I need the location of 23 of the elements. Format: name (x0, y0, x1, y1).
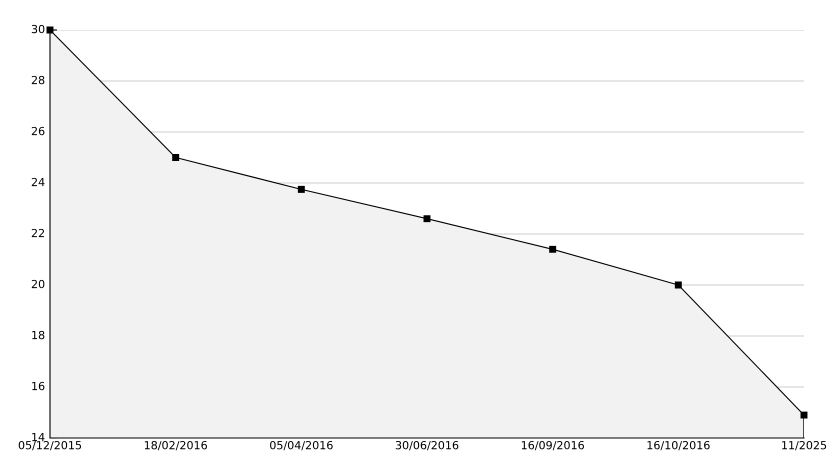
y-tick-label: 28 (32, 76, 44, 84)
point (46, 26, 54, 34)
y-tick-label: 16 (32, 382, 44, 390)
x-tick-label: 11/2025 (782, 440, 826, 450)
point (800, 412, 808, 419)
x-tick-label: 18/02/2016 (144, 440, 207, 450)
x-tick-label: 05/04/2016 (270, 440, 333, 450)
y-tick-label: 22 (32, 228, 44, 238)
point (172, 154, 180, 161)
y-tick-label: 30 (32, 24, 44, 34)
x-tick-label: 16/09/2016 (522, 440, 584, 450)
y-tick-label: 14 (32, 432, 45, 442)
y-tick-label: 18 (32, 330, 44, 340)
y-tick-label: 20 (32, 280, 44, 288)
point (424, 215, 430, 222)
point (298, 186, 305, 193)
x-tick-label: 05/12/2015 (18, 440, 82, 450)
x-tick-label: 16/10/2016 (648, 440, 710, 450)
y-tick-label: 26 (32, 126, 44, 136)
x-tick-label: 30/06/2016 (396, 440, 458, 450)
y-tick-label: 24 (32, 178, 45, 186)
point (549, 246, 556, 253)
point (674, 282, 682, 288)
